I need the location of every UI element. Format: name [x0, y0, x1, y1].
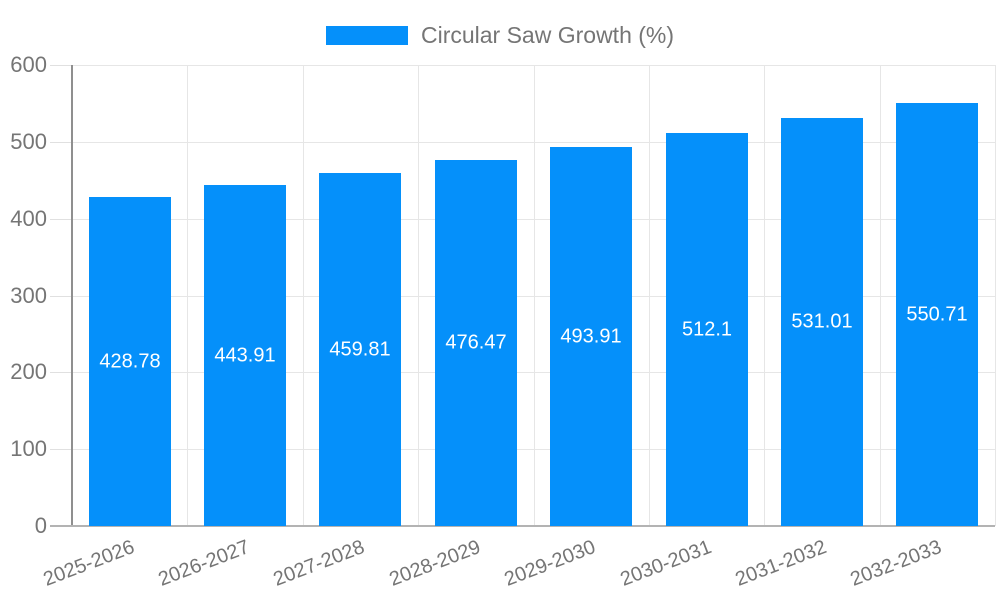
y-axis-tick-label: 400	[10, 206, 47, 231]
y-axis-tick-label: 200	[10, 359, 47, 384]
gridline-vertical	[764, 65, 765, 526]
y-tick-mark	[50, 142, 72, 143]
bar[interactable]: 493.91	[550, 147, 632, 526]
bar-value-label: 493.91	[560, 325, 622, 347]
gridline-vertical	[187, 65, 188, 526]
bar-value-label: 459.81	[329, 338, 391, 360]
legend-swatch	[325, 26, 408, 45]
bar-value-label: 443.91	[214, 344, 276, 366]
gridline-horizontal	[72, 65, 995, 66]
gridline-vertical	[303, 65, 304, 526]
gridline-vertical	[995, 65, 996, 526]
y-axis-tick-label: 100	[10, 436, 47, 461]
gridline-horizontal	[72, 142, 995, 143]
y-tick-mark	[50, 449, 72, 450]
chart-legend: Circular Saw Growth (%)	[0, 22, 1000, 49]
gridline-horizontal	[72, 219, 995, 220]
gridline-vertical	[880, 65, 881, 526]
y-tick-mark	[50, 219, 72, 220]
legend-label: Circular Saw Growth (%)	[420, 22, 675, 48]
x-axis-tick-label: 2028-2029	[386, 536, 484, 591]
y-tick-mark	[50, 65, 72, 66]
gridline-vertical	[534, 65, 535, 526]
y-axis-tick-label: 500	[10, 129, 47, 154]
y-axis-tick-label: 0	[34, 513, 47, 538]
bar-value-label: 428.78	[99, 350, 161, 372]
bar[interactable]: 443.91	[204, 185, 286, 526]
bar-value-label: 476.47	[445, 331, 507, 354]
y-axis-tick-label: 300	[10, 283, 47, 308]
y-axis-line	[71, 65, 73, 526]
x-axis-tick-label: 2031-2032	[732, 536, 830, 591]
x-axis-tick-label: 2027-2028	[270, 536, 368, 591]
x-axis-tick-label: 2026-2027	[155, 536, 253, 591]
y-tick-mark	[50, 372, 72, 373]
x-axis-tick-label: 2032-2033	[847, 536, 945, 591]
x-axis-line	[50, 525, 995, 527]
bar[interactable]: 459.81	[319, 173, 401, 526]
bar[interactable]: 428.78	[89, 197, 171, 526]
x-axis-tick-label: 2030-2031	[617, 536, 715, 591]
bar[interactable]: 531.01	[781, 118, 863, 526]
bar[interactable]: 512.1	[666, 133, 748, 526]
bar-value-label: 531.01	[791, 310, 853, 333]
x-axis-tick-label: 2029-2030	[501, 536, 599, 591]
x-axis-tick-label: 2025-2026	[40, 536, 138, 591]
gridline-horizontal	[72, 372, 995, 373]
bar-value-label: 550.71	[906, 303, 968, 325]
y-tick-mark	[50, 296, 72, 297]
gridline-vertical	[418, 65, 419, 526]
y-axis-tick-label: 600	[10, 52, 47, 77]
gridline-vertical	[649, 65, 650, 526]
bar[interactable]: 476.47	[435, 160, 517, 526]
bar[interactable]: 550.71	[896, 103, 978, 526]
gridline-horizontal	[72, 449, 995, 450]
bar-value-label: 512.1	[681, 318, 733, 340]
gridline-horizontal	[72, 296, 995, 297]
